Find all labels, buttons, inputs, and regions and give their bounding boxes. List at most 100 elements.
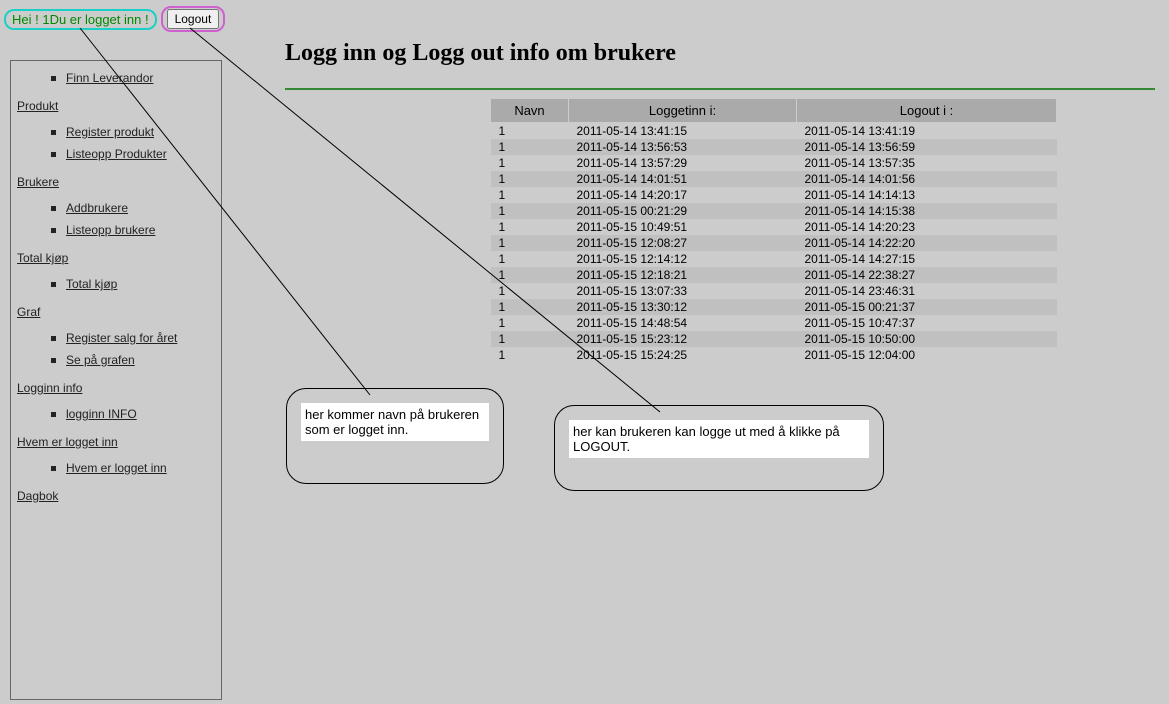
table-cell: 2011-05-15 15:23:12 <box>569 331 797 347</box>
table-cell: 2011-05-14 13:56:59 <box>797 139 1057 155</box>
sidebar-link[interactable]: Register salg for året <box>66 331 177 345</box>
sidebar-section-title: Produkt <box>11 89 221 121</box>
sidebar-section-title: Logginn info <box>11 371 221 403</box>
table-cell: 2011-05-15 12:08:27 <box>569 235 797 251</box>
sidebar-link[interactable]: Listeopp Produkter <box>66 147 167 161</box>
th-navn: Navn <box>491 99 569 123</box>
sidebar-section-title: Brukere <box>11 165 221 197</box>
table-row: 12011-05-15 14:48:542011-05-15 10:47:37 <box>491 315 1057 331</box>
bullet-icon <box>51 358 56 363</box>
bullet-icon <box>51 152 56 157</box>
table-cell: 2011-05-14 23:46:31 <box>797 283 1057 299</box>
table-cell: 2011-05-14 22:38:27 <box>797 267 1057 283</box>
table-cell: 1 <box>491 171 569 187</box>
sidebar-item[interactable]: Listeopp Produkter <box>11 143 221 165</box>
sidebar-item[interactable]: Finn Leverandor <box>11 67 221 89</box>
table-cell: 2011-05-15 13:07:33 <box>569 283 797 299</box>
table-cell: 2011-05-15 00:21:37 <box>797 299 1057 315</box>
table-cell: 1 <box>491 155 569 171</box>
callout-text: her kommer navn på brukeren som er logge… <box>301 403 489 441</box>
sidebar-link[interactable]: Addbrukere <box>66 201 128 215</box>
table-cell: 2011-05-14 14:01:51 <box>569 171 797 187</box>
table-cell: 1 <box>491 347 569 363</box>
table-row: 12011-05-15 00:21:292011-05-14 14:15:38 <box>491 203 1057 219</box>
sidebar-item[interactable]: Addbrukere <box>11 197 221 219</box>
sidebar-section-title: Graf <box>11 295 221 327</box>
sidebar-item[interactable]: Se på grafen <box>11 349 221 371</box>
sidebar-item[interactable]: Listeopp brukere <box>11 219 221 241</box>
sidebar-link[interactable]: Listeopp brukere <box>66 223 155 237</box>
sidebar-link[interactable]: logginn INFO <box>66 407 137 421</box>
table-cell: 1 <box>491 299 569 315</box>
table-cell: 1 <box>491 267 569 283</box>
table-cell: 1 <box>491 331 569 347</box>
table-row: 12011-05-15 12:14:122011-05-14 14:27:15 <box>491 251 1057 267</box>
sidebar-link[interactable]: Total kjøp <box>66 277 117 291</box>
table-cell: 2011-05-14 13:56:53 <box>569 139 797 155</box>
table-cell: 1 <box>491 315 569 331</box>
table-cell: 1 <box>491 139 569 155</box>
sidebar-link[interactable]: Finn Leverandor <box>66 71 153 85</box>
table-cell: 2011-05-14 14:20:23 <box>797 219 1057 235</box>
table-row: 12011-05-14 13:56:532011-05-14 13:56:59 <box>491 139 1057 155</box>
table-header-row: Navn Loggetinn i: Logout i : <box>491 99 1057 123</box>
table-cell: 2011-05-15 13:30:12 <box>569 299 797 315</box>
table-cell: 1 <box>491 203 569 219</box>
greeting-text: Hei ! 1Du er logget inn ! <box>4 9 157 30</box>
table-cell: 1 <box>491 251 569 267</box>
bullet-icon <box>51 466 56 471</box>
table-row: 12011-05-14 14:20:172011-05-14 14:14:13 <box>491 187 1057 203</box>
bullet-icon <box>51 206 56 211</box>
table-cell: 2011-05-14 13:41:15 <box>569 123 797 140</box>
table-cell: 2011-05-14 13:41:19 <box>797 123 1057 140</box>
callout-logout: her kan brukeren kan logge ut med å klik… <box>554 405 884 491</box>
table-row: 12011-05-15 13:07:332011-05-14 23:46:31 <box>491 283 1057 299</box>
table-row: 12011-05-14 14:01:512011-05-14 14:01:56 <box>491 171 1057 187</box>
table-cell: 2011-05-14 14:14:13 <box>797 187 1057 203</box>
table-cell: 2011-05-14 14:27:15 <box>797 251 1057 267</box>
table-row: 12011-05-15 12:08:272011-05-14 14:22:20 <box>491 235 1057 251</box>
table-row: 12011-05-15 15:23:122011-05-15 10:50:00 <box>491 331 1057 347</box>
bullet-icon <box>51 130 56 135</box>
sidebar-link[interactable]: Se på grafen <box>66 353 135 367</box>
table-cell: 1 <box>491 219 569 235</box>
logout-container: Logout <box>161 6 226 32</box>
table-cell: 2011-05-15 12:04:00 <box>797 347 1057 363</box>
th-logout: Logout i : <box>797 99 1057 123</box>
bullet-icon <box>51 228 56 233</box>
log-table: Navn Loggetinn i: Logout i : 12011-05-14… <box>490 98 1057 363</box>
table-cell: 2011-05-14 13:57:29 <box>569 155 797 171</box>
sidebar-link[interactable]: Register produkt <box>66 125 154 139</box>
table-row: 12011-05-15 13:30:122011-05-15 00:21:37 <box>491 299 1057 315</box>
sidebar-section-title: Total kjøp <box>11 241 221 273</box>
sidebar-link[interactable]: Hvem er logget inn <box>66 461 167 475</box>
sidebar-item[interactable]: Register produkt <box>11 121 221 143</box>
table-cell: 2011-05-14 13:57:35 <box>797 155 1057 171</box>
sidebar-item[interactable]: Register salg for året <box>11 327 221 349</box>
table-cell: 2011-05-15 12:14:12 <box>569 251 797 267</box>
table-cell: 1 <box>491 187 569 203</box>
table-cell: 1 <box>491 283 569 299</box>
table-row: 12011-05-15 12:18:212011-05-14 22:38:27 <box>491 267 1057 283</box>
table-cell: 2011-05-14 14:20:17 <box>569 187 797 203</box>
sidebar-item[interactable]: logginn INFO <box>11 403 221 425</box>
table-row: 12011-05-15 15:24:252011-05-15 12:04:00 <box>491 347 1057 363</box>
sidebar-section-title: Dagbok <box>11 479 221 511</box>
table-cell: 2011-05-15 10:50:00 <box>797 331 1057 347</box>
table-row: 12011-05-14 13:41:152011-05-14 13:41:19 <box>491 123 1057 140</box>
sidebar-item[interactable]: Hvem er logget inn <box>11 457 221 479</box>
table-cell: 1 <box>491 235 569 251</box>
table-cell: 2011-05-15 10:47:37 <box>797 315 1057 331</box>
sidebar[interactable]: Finn Leverandor Produkt Register produkt L… <box>10 60 222 700</box>
table-cell: 2011-05-14 14:01:56 <box>797 171 1057 187</box>
table-row: 12011-05-14 13:57:292011-05-14 13:57:35 <box>491 155 1057 171</box>
table-cell: 2011-05-14 14:15:38 <box>797 203 1057 219</box>
table-cell: 2011-05-14 14:22:20 <box>797 235 1057 251</box>
sidebar-item[interactable]: Total kjøp <box>11 273 221 295</box>
bullet-icon <box>51 76 56 81</box>
table-row: 12011-05-15 10:49:512011-05-14 14:20:23 <box>491 219 1057 235</box>
callout-text: her kan brukeren kan logge ut med å klik… <box>569 420 869 458</box>
logout-button[interactable]: Logout <box>167 9 220 29</box>
bullet-icon <box>51 282 56 287</box>
page-title: Logg inn og Logg out info om brukere <box>285 40 676 67</box>
